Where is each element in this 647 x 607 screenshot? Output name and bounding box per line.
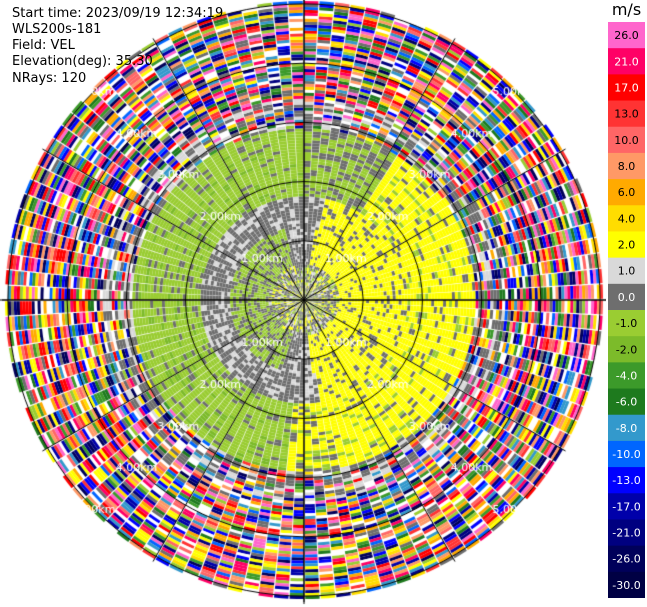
colorbar: 26.0 21.0 17.0 13.0 10.0 8.0 6.0 4.0 2.0 1.0 0.0 -1… — [608, 22, 645, 598]
colorbar-tick-label: -30.0 — [612, 579, 640, 592]
colorbar-swatch — [608, 440, 645, 468]
colorbar-swatch — [608, 519, 645, 547]
colorbar-tick-label: -1.0 — [616, 317, 637, 330]
colorbar-swatch — [608, 493, 645, 520]
colorbar-tick-label: -10.0 — [612, 448, 640, 461]
colorbar-swatch — [608, 100, 645, 128]
colorbar-swatch — [608, 362, 645, 390]
instrument-label: WLS200s-181 — [12, 22, 102, 37]
colorbar-tick-label: 8.0 — [618, 160, 636, 173]
colorbar-swatch — [608, 152, 645, 180]
colorbar-swatch — [608, 205, 645, 232]
colorbar-tick-label: -6.0 — [616, 396, 637, 409]
colorbar-swatch — [608, 126, 645, 154]
colorbar-tick-label: 13.0 — [614, 108, 639, 121]
colorbar-swatch — [608, 48, 645, 75]
start-time-label: Start time: 2023/09/19 12:34:19 — [12, 6, 224, 21]
colorbar-tick-label: 0.0 — [618, 291, 636, 304]
colorbar-tick-label: 4.0 — [618, 212, 636, 225]
colorbar-swatch — [608, 571, 645, 598]
colorbar-swatch — [608, 257, 645, 285]
colorbar-tick-label: 21.0 — [614, 55, 639, 68]
colorbar-swatch — [608, 310, 645, 337]
colorbar-swatch — [608, 414, 645, 442]
colorbar-tick-label: -13.0 — [612, 474, 640, 487]
colorbar-tick-label: 2.0 — [618, 239, 636, 252]
ppi-velocity-plot — [0, 0, 606, 607]
colorbar-tick-label: -4.0 — [616, 369, 637, 382]
colorbar-tick-label: 1.0 — [618, 265, 636, 278]
colorbar-tick-label: -17.0 — [612, 500, 640, 513]
nrays-label: NRays: 120 — [12, 71, 87, 86]
colorbar-swatch — [608, 283, 645, 311]
colorbar-tick-label: -21.0 — [612, 527, 640, 540]
colorbar-unit: m/s — [611, 0, 642, 19]
colorbar-swatch — [608, 545, 645, 573]
colorbar-tick-label: -26.0 — [612, 553, 640, 566]
colorbar-tick-label: 17.0 — [614, 81, 639, 94]
colorbar-swatch — [608, 179, 645, 206]
colorbar-tick-label: -2.0 — [616, 343, 637, 356]
colorbar-swatch — [608, 22, 645, 49]
colorbar-tick-label: 10.0 — [614, 134, 639, 147]
colorbar-swatch — [608, 467, 645, 494]
colorbar-swatch — [608, 388, 645, 416]
colorbar-swatch — [608, 336, 645, 363]
colorbar-swatch — [608, 231, 645, 259]
field-label: Field: VEL — [12, 38, 75, 53]
colorbar-tick-label: 6.0 — [618, 186, 636, 199]
elevation-label: Elevation(deg): 35.30 — [12, 54, 153, 69]
colorbar-tick-label: 26.0 — [614, 29, 639, 42]
colorbar-swatch — [608, 74, 645, 102]
colorbar-tick-label: -8.0 — [616, 422, 637, 435]
